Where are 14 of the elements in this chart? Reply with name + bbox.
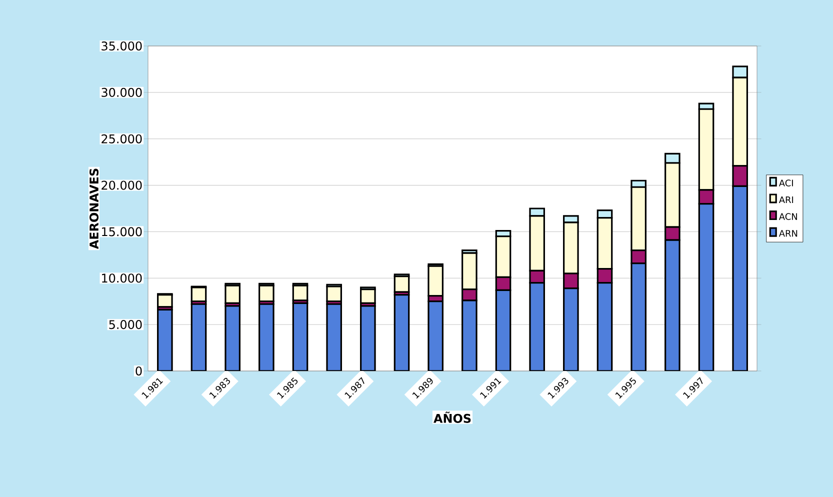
legend-label: ARN [778, 230, 798, 237]
legend-label: ACN [778, 213, 797, 220]
x-axis-title: AÑOS [434, 412, 471, 423]
y-tick-label: 0 [136, 366, 142, 376]
y-tick-label: 35.000 [102, 41, 142, 51]
legend-label: ACI [778, 180, 793, 186]
y-axis-title: AERONAVES [89, 168, 99, 250]
y-tick-label: 15.000 [102, 227, 142, 236]
legend-label: ARI [778, 196, 794, 204]
y-tick-label: 30.000 [102, 88, 142, 97]
y-tick-label: 25.000 [102, 134, 142, 144]
y-tick-label: 10.000 [102, 274, 142, 283]
y-tick-label: 5.000 [109, 320, 142, 330]
y-tick-label: 20.000 [102, 180, 142, 190]
